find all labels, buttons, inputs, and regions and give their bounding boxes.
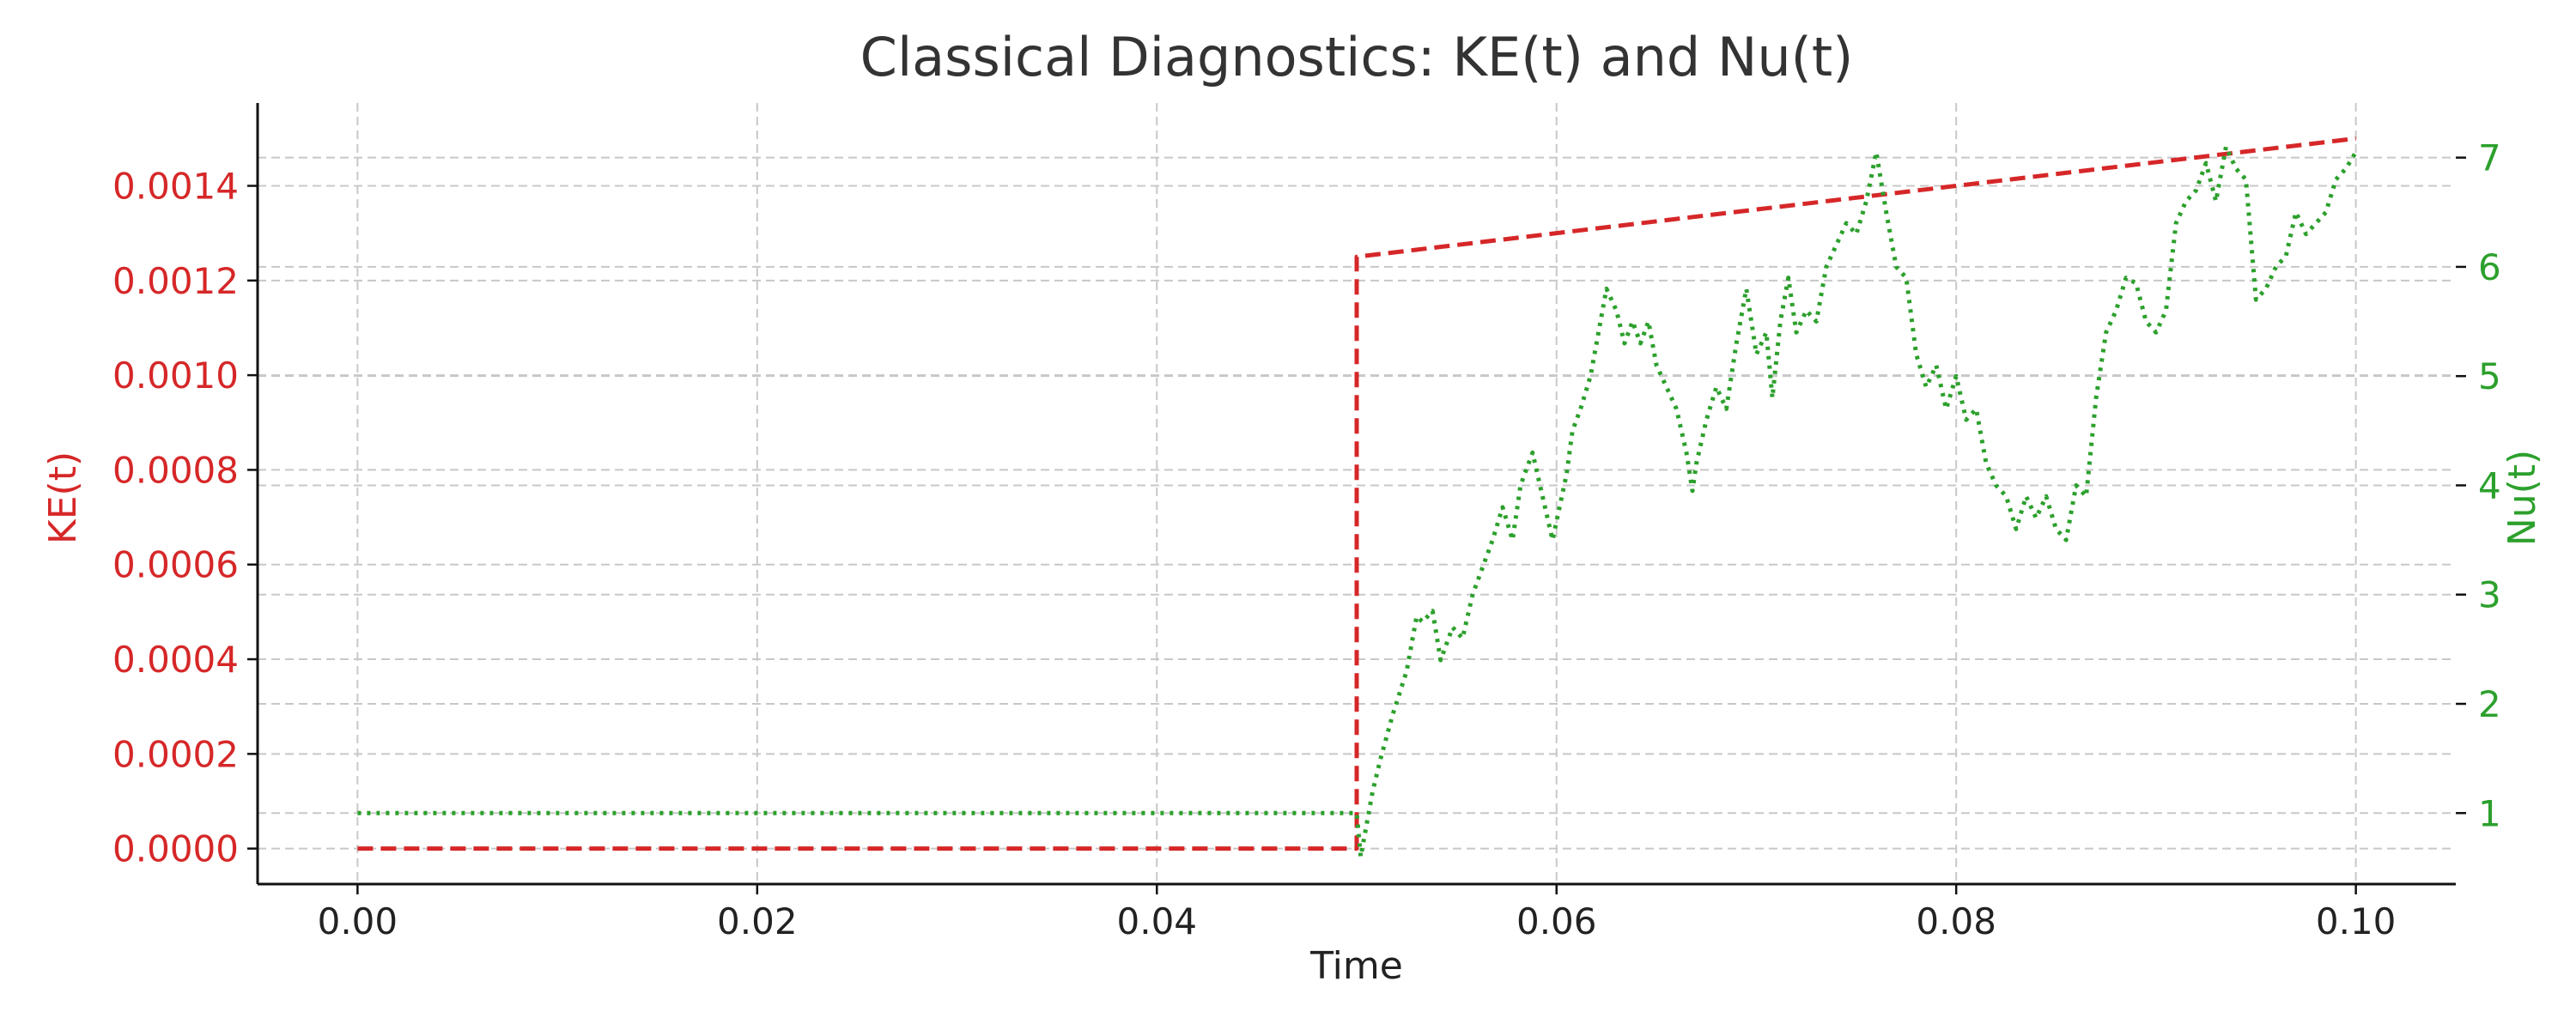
right-tick-label: 2 bbox=[2478, 683, 2501, 725]
x-tick-label: 0.00 bbox=[318, 900, 398, 942]
series-layer bbox=[357, 136, 2358, 859]
y-axis-label-right: Nu(t) bbox=[2500, 450, 2544, 546]
left-tick-label: 0.0002 bbox=[112, 733, 239, 775]
x-tick-label: 0.06 bbox=[1516, 900, 1597, 942]
x-tick-label: 0.04 bbox=[1117, 900, 1198, 942]
left-tick-label: 0.0006 bbox=[112, 544, 239, 586]
left-tick-label: 0.0014 bbox=[112, 166, 239, 208]
left-tick-label: 0.0008 bbox=[112, 449, 239, 491]
right-tick-label: 5 bbox=[2478, 355, 2501, 397]
right-tick-label: 4 bbox=[2478, 464, 2501, 506]
left-tick-label: 0.0004 bbox=[112, 639, 239, 681]
x-tick-label: 0.08 bbox=[1916, 900, 1996, 942]
ticks: 0.00 0.02 0.04 0.06 0.08 0.10 0.0000 0.0002 0.00… bbox=[112, 137, 2501, 942]
left-tick-label: 0.0012 bbox=[112, 260, 239, 302]
series-line-ke-t- bbox=[357, 136, 2356, 851]
y-axis-label-left: KE(t) bbox=[41, 451, 85, 544]
right-tick-label: 7 bbox=[2478, 137, 2501, 179]
chart-title: Classical Diagnostics: KE(t) and Nu(t) bbox=[860, 26, 1854, 88]
x-axis-label: Time bbox=[1309, 944, 1403, 988]
left-tick-label: 0.0000 bbox=[112, 828, 239, 870]
right-tick-label: 3 bbox=[2478, 574, 2501, 616]
right-tick-label: 6 bbox=[2478, 246, 2501, 288]
x-tick-label: 0.02 bbox=[717, 900, 798, 942]
left-tick-label: 0.0010 bbox=[112, 354, 239, 397]
right-tick-label: 1 bbox=[2478, 792, 2501, 834]
x-tick-label: 0.10 bbox=[2316, 900, 2397, 942]
